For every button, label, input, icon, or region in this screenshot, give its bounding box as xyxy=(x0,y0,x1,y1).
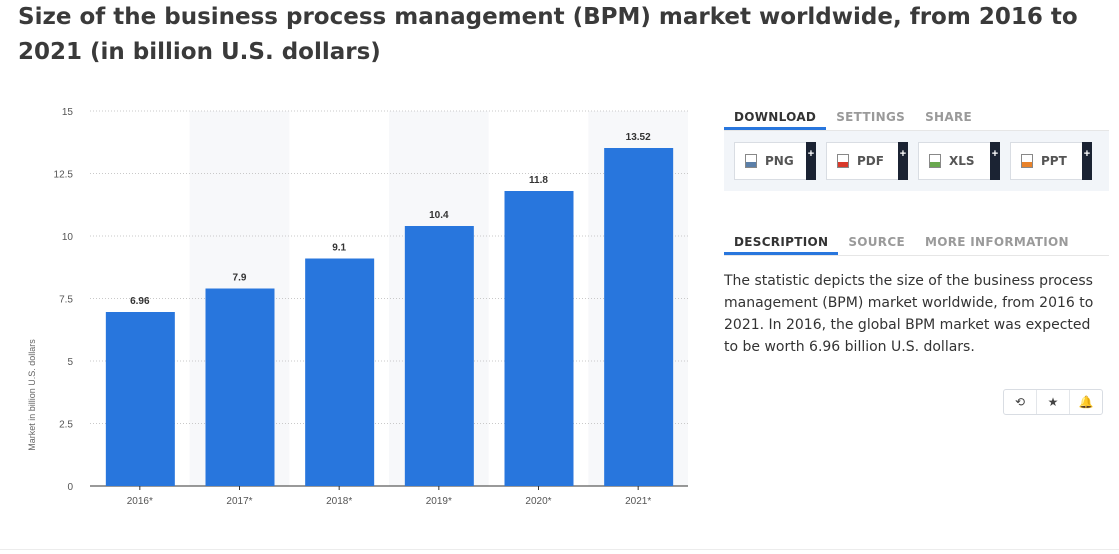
x-tick-label: 2020* xyxy=(525,496,551,507)
plus-icon[interactable]: + xyxy=(1082,142,1092,180)
y-tick-label: 0 xyxy=(67,482,73,493)
y-tick-label: 12.5 xyxy=(54,170,74,181)
download-png-label: PNG xyxy=(765,154,794,168)
y-axis-label: Market in billion U.S. dollars xyxy=(27,339,37,451)
y-tick-label: 5 xyxy=(67,357,73,368)
data-label: 11.8 xyxy=(529,175,548,186)
download-xls-button[interactable]: XLS + xyxy=(918,142,1000,180)
pdf-file-icon xyxy=(837,154,849,168)
export-tabs: DOWNLOAD SETTINGS SHARE xyxy=(724,100,1109,131)
chart-title: Size of the business process management … xyxy=(18,4,1078,65)
plus-icon[interactable]: + xyxy=(806,142,816,180)
history-icon[interactable]: ⟲ xyxy=(1004,390,1037,414)
chart-area: 0 2.5 5 7.5 10 12.5 15 6.96 2016* 7.9 2017* 9.1 2018… xyxy=(0,95,710,525)
bar xyxy=(604,148,674,486)
x-tick-label: 2017* xyxy=(226,496,252,507)
download-ppt-label: PPT xyxy=(1041,154,1067,168)
y-tick-label: 7.5 xyxy=(59,295,73,306)
bar-chart: 0 2.5 5 7.5 10 12.5 15 6.96 2016* 7.9 2017* 9.1 2018… xyxy=(54,107,688,507)
info-tabs: DESCRIPTION SOURCE MORE INFORMATION xyxy=(724,225,1109,256)
x-tick-label: 2018* xyxy=(326,496,352,507)
plus-icon[interactable]: + xyxy=(898,142,908,180)
description-text: The statistic depicts the size of the bu… xyxy=(724,273,1094,355)
star-icon[interactable]: ★ xyxy=(1037,390,1070,414)
download-png-button[interactable]: PNG + xyxy=(734,142,816,180)
bar xyxy=(105,312,175,486)
download-options: PNG + PDF + XLS + PPT + xyxy=(724,131,1109,191)
png-file-icon xyxy=(745,154,757,168)
download-xls-label: XLS xyxy=(949,154,975,168)
tab-share[interactable]: SHARE xyxy=(925,110,972,124)
data-label: 13.52 xyxy=(626,132,651,143)
tab-download[interactable]: DOWNLOAD xyxy=(724,100,827,130)
download-pdf-label: PDF xyxy=(857,154,884,168)
bell-icon[interactable]: 🔔 xyxy=(1078,395,1094,409)
x-tick-label: 2021* xyxy=(625,496,651,507)
tab-more-information[interactable]: MORE INFORMATION xyxy=(924,235,1069,249)
y-tick-label: 2.5 xyxy=(59,420,73,431)
action-buttons: ⟲ ★ 🔔 xyxy=(1003,389,1103,415)
data-label: 6.96 xyxy=(130,296,150,307)
data-label: 9.1 xyxy=(332,243,346,254)
tab-settings[interactable]: SETTINGS xyxy=(836,110,906,124)
bar xyxy=(504,191,574,486)
y-tick-label: 10 xyxy=(62,232,74,243)
bar xyxy=(205,288,275,486)
xls-file-icon xyxy=(929,154,941,168)
ppt-file-icon xyxy=(1021,154,1033,168)
side-panel: DOWNLOAD SETTINGS SHARE PNG + PDF + XLS … xyxy=(724,100,1109,358)
bar xyxy=(404,226,474,486)
x-tick-label: 2016* xyxy=(127,496,153,507)
plus-icon[interactable]: + xyxy=(990,142,1000,180)
data-label: 7.9 xyxy=(233,273,247,284)
tab-source[interactable]: SOURCE xyxy=(848,235,905,249)
download-pdf-button[interactable]: PDF + xyxy=(826,142,908,180)
x-tick-label: 2019* xyxy=(426,496,452,507)
divider xyxy=(0,549,1119,550)
data-label: 10.4 xyxy=(429,210,449,221)
y-tick-label: 15 xyxy=(62,107,74,118)
tab-description[interactable]: DESCRIPTION xyxy=(724,225,839,255)
download-ppt-button[interactable]: PPT + xyxy=(1010,142,1092,180)
bar xyxy=(305,258,375,486)
